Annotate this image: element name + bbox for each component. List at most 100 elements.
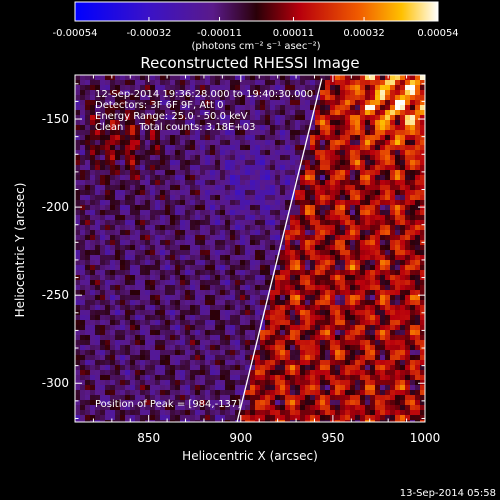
heatmap-cell [275,340,280,345]
heatmap-cell [315,105,320,110]
heatmap-cell [75,300,80,305]
heatmap-cell [295,360,300,365]
heatmap-cell [305,150,310,155]
heatmap-cell [320,410,325,415]
heatmap-cell [305,375,310,380]
heatmap-cell [320,395,325,400]
heatmap-cell [350,280,355,285]
heatmap-cell [85,310,90,315]
heatmap-cell [355,295,360,300]
heatmap-cell [100,230,105,235]
heatmap-cell [245,400,250,405]
heatmap-cell [295,285,300,290]
heatmap-cell [95,100,100,105]
heatmap-cell [315,135,320,140]
heatmap-cell [140,85,145,90]
heatmap-cell [410,225,415,230]
heatmap-cell [190,280,195,285]
heatmap-cell [250,90,255,95]
heatmap-cell [135,400,140,405]
heatmap-cell [100,170,105,175]
heatmap-cell [235,215,240,220]
heatmap-cell [410,420,415,422]
heatmap-cell [195,255,200,260]
heatmap-cell [135,130,140,135]
heatmap-cell [250,195,255,200]
heatmap-cell [260,145,265,150]
heatmap-cell [390,310,395,315]
heatmap-cell [160,140,165,145]
heatmap-cell [260,110,265,115]
heatmap-cell [390,410,395,415]
heatmap-cell [370,325,375,330]
heatmap-cell [270,265,275,270]
heatmap-cell [120,315,125,320]
heatmap-cell [145,230,150,235]
heatmap-cell [300,210,305,215]
heatmap-cell [80,140,85,145]
heatmap-cell [360,135,365,140]
heatmap-cell [315,125,320,130]
heatmap-cell [170,225,175,230]
heatmap-cell [250,115,255,120]
heatmap-cell [415,335,420,340]
heatmap-cell [295,265,300,270]
heatmap-cell [210,100,215,105]
heatmap-cell [310,255,315,260]
heatmap-cell [375,350,380,355]
heatmap-cell [180,115,185,120]
heatmap-cell [230,215,235,220]
heatmap-cell [330,245,335,250]
heatmap-cell [190,390,195,395]
heatmap-cell [390,105,395,110]
heatmap-cell [385,235,390,240]
heatmap-cell [395,170,400,175]
heatmap-cell [300,145,305,150]
heatmap-cell [240,270,245,275]
heatmap-cell [355,210,360,215]
heatmap-cell [105,365,110,370]
heatmap-cell [380,220,385,225]
heatmap-cell [325,185,330,190]
heatmap-cell [260,210,265,215]
heatmap-cell [245,95,250,100]
heatmap-cell [415,285,420,290]
heatmap-cell [145,195,150,200]
heatmap-cell [275,110,280,115]
heatmap-cell [365,310,370,315]
heatmap-cell [275,265,280,270]
heatmap-cell [260,155,265,160]
heatmap-cell [110,290,115,295]
heatmap-cell [135,380,140,385]
heatmap-cell [200,240,205,245]
heatmap-cell [390,375,395,380]
heatmap-cell [160,285,165,290]
heatmap-cell [75,100,80,105]
heatmap-cell [295,280,300,285]
heatmap-cell [215,395,220,400]
heatmap-cell [95,305,100,310]
heatmap-cell [320,405,325,410]
heatmap-cell [360,155,365,160]
heatmap-cell [240,360,245,365]
heatmap-cell [265,75,270,80]
heatmap-cell [90,325,95,330]
heatmap-cell [365,315,370,320]
heatmap-cell [285,90,290,95]
heatmap-cell [285,350,290,355]
heatmap-cell [415,315,420,320]
heatmap-cell [225,400,230,405]
heatmap-cell [220,265,225,270]
heatmap-cell [80,290,85,295]
heatmap-cell [130,315,135,320]
heatmap-cell [360,200,365,205]
heatmap-cell [235,390,240,395]
heatmap-cell [415,180,420,185]
heatmap-cell [370,195,375,200]
heatmap-cell [400,110,405,115]
heatmap-cell [175,305,180,310]
heatmap-cell [235,125,240,130]
heatmap-cell [370,305,375,310]
heatmap-cell [105,185,110,190]
heatmap-cell [80,420,85,422]
